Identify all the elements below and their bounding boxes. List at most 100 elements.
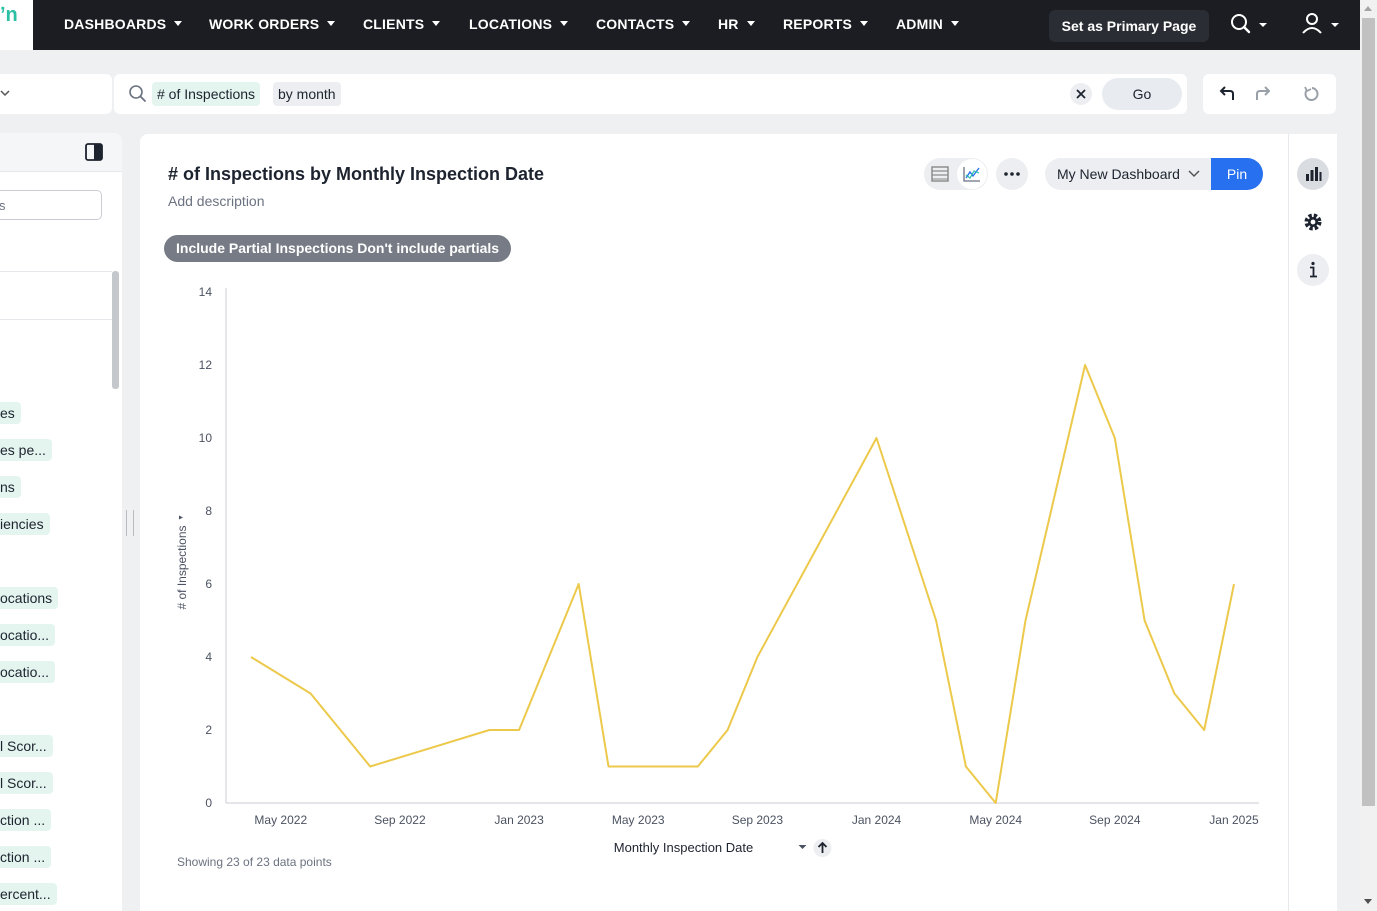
data-point[interactable]: [603, 762, 613, 772]
y-axis-label[interactable]: # of Inspections: [175, 515, 189, 610]
x-tick-label: Jan 2023: [494, 813, 544, 827]
data-point[interactable]: [365, 762, 375, 772]
search-bar[interactable]: # of Inspections by month Go: [114, 74, 1187, 114]
close-icon: [1076, 89, 1086, 99]
data-point[interactable]: [1110, 433, 1120, 443]
pin-button[interactable]: Pin: [1211, 158, 1263, 190]
data-point[interactable]: [1080, 360, 1090, 370]
x-tick-label: May 2022: [254, 813, 307, 827]
column-item[interactable]: ercent...: [0, 883, 57, 905]
nav-work-orders[interactable]: WORK ORDERS: [209, 16, 336, 34]
caret-down-icon: [682, 20, 691, 26]
nav-contacts[interactable]: CONTACTS: [596, 16, 691, 34]
caret-down-icon: [950, 20, 959, 26]
column-item[interactable]: ns: [0, 476, 21, 498]
column-item[interactable]: ocatio...: [0, 624, 56, 646]
redo-icon[interactable]: [1253, 84, 1273, 104]
column-item[interactable]: ction ...: [0, 809, 52, 831]
column-item[interactable]: es: [0, 402, 21, 424]
ellipsis-icon: [1004, 172, 1020, 176]
y-tick-label: 0: [205, 796, 212, 810]
source-select[interactable]: [0, 74, 112, 114]
data-point[interactable]: [1199, 725, 1209, 735]
data-point[interactable]: [1140, 616, 1150, 626]
column-item[interactable]: es pe...: [0, 439, 52, 461]
data-point[interactable]: [812, 543, 822, 553]
search-icon: [129, 85, 146, 102]
scrollbar-thumb[interactable]: [1362, 18, 1375, 806]
scroll-up-arrow-icon[interactable]: [1364, 6, 1372, 11]
y-tick-label: 8: [205, 504, 212, 518]
nav-hr[interactable]: HR: [718, 16, 755, 34]
more-options-button[interactable]: [996, 158, 1028, 190]
column-item[interactable]: ction ...: [0, 846, 52, 868]
data-point[interactable]: [1169, 689, 1179, 699]
settings-button[interactable]: [1297, 206, 1329, 238]
data-point[interactable]: [991, 798, 1001, 808]
nav-dashboards[interactable]: DASHBOARDS: [64, 16, 183, 34]
logo[interactable]: ʼn: [0, 0, 33, 50]
data-point[interactable]: [484, 725, 494, 735]
data-point[interactable]: [246, 652, 256, 662]
data-point[interactable]: [693, 762, 703, 772]
data-point[interactable]: [306, 689, 316, 699]
search-token-measure[interactable]: # of Inspections: [152, 82, 261, 106]
data-panel-header: [0, 133, 122, 172]
x-axis-label[interactable]: Monthly Inspection Date: [614, 840, 807, 855]
data-panel-scrollbar[interactable]: [112, 271, 119, 389]
set-primary-page-button[interactable]: Set as Primary Page: [1049, 10, 1209, 42]
data-point[interactable]: [872, 433, 882, 443]
x-tick-label: Sep 2023: [732, 813, 784, 827]
gear-icon: [1304, 213, 1322, 231]
data-point[interactable]: [931, 616, 941, 626]
data-point[interactable]: [663, 762, 673, 772]
x-tick-label: Jan 2025: [1209, 813, 1259, 827]
caret-down-icon: [746, 20, 755, 26]
history-controls: [1203, 74, 1336, 114]
chart-config-button[interactable]: [1297, 158, 1329, 190]
chart-view-button[interactable]: [957, 159, 987, 189]
clear-search-button[interactable]: [1070, 83, 1092, 105]
panel-resize-handle[interactable]: [126, 510, 134, 536]
data-point[interactable]: [723, 725, 733, 735]
chevron-down-icon: [1188, 170, 1200, 178]
search-token-grouping[interactable]: by month: [273, 82, 341, 106]
series-line[interactable]: [250, 364, 1235, 804]
column-item[interactable]: l Scor...: [0, 772, 53, 794]
user-menu-button[interactable]: [1301, 12, 1341, 38]
filter-chip[interactable]: Include Partial Inspections Don't includ…: [164, 235, 512, 262]
column-search-input[interactable]: s: [0, 190, 102, 220]
data-point[interactable]: [1229, 579, 1239, 589]
data-panel: s es es pe... ns iencies ocations ocatio…: [0, 133, 122, 911]
column-item[interactable]: l Scor...: [0, 735, 53, 757]
nav-clients[interactable]: CLIENTS: [363, 16, 441, 34]
table-view-icon[interactable]: [924, 158, 956, 190]
scroll-down-arrow-icon[interactable]: [1364, 899, 1372, 904]
logo-mark: ʼn: [0, 4, 18, 26]
search-menu-button[interactable]: [1229, 12, 1269, 38]
go-button[interactable]: Go: [1102, 78, 1182, 110]
nav-reports[interactable]: REPORTS: [783, 16, 869, 34]
data-point[interactable]: [1020, 616, 1030, 626]
sort-ascending-button[interactable]: [813, 839, 832, 857]
nav-locations[interactable]: LOCATIONS: [469, 16, 569, 34]
data-point[interactable]: [425, 743, 435, 753]
add-description[interactable]: Add description: [168, 193, 265, 209]
column-item[interactable]: ocations: [0, 587, 59, 609]
data-point[interactable]: [574, 579, 584, 589]
info-button[interactable]: [1297, 254, 1329, 286]
data-point[interactable]: [752, 652, 762, 662]
nav-admin[interactable]: ADMIN: [896, 16, 959, 34]
column-item[interactable]: ocatio...: [0, 661, 56, 683]
page-scrollbar[interactable]: [1360, 0, 1377, 911]
data-point[interactable]: [514, 725, 524, 735]
dashboard-select[interactable]: My New Dashboard: [1045, 158, 1211, 190]
caret-down-icon: [560, 20, 569, 26]
caret-down-icon: [174, 20, 183, 26]
collapse-panel-icon[interactable]: [85, 143, 105, 163]
reset-icon[interactable]: [1302, 84, 1322, 104]
chart-title[interactable]: # of Inspections by Monthly Inspection D…: [168, 164, 545, 184]
undo-icon[interactable]: [1217, 84, 1237, 104]
column-item[interactable]: iencies: [0, 513, 50, 535]
data-point[interactable]: [961, 762, 971, 772]
